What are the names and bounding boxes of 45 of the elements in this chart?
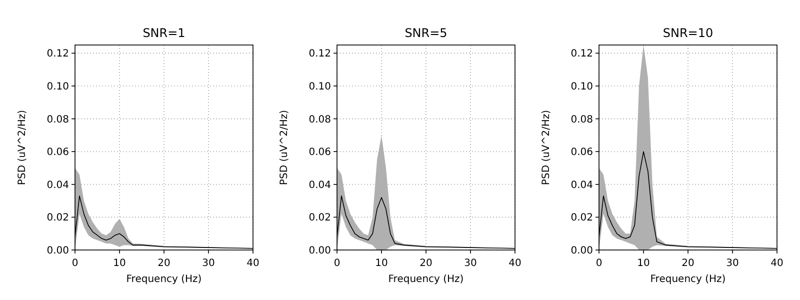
y-tick-label: 0.10 [308,82,331,92]
x-tick-label: 10 [113,258,126,269]
y-tick-label: 0.02 [308,212,331,224]
chart-title: SNR=5 [404,26,448,40]
x-tick-label: 20 [158,258,170,269]
y-tick-label: 0.04 [308,180,331,191]
y-tick-label: 0.06 [308,147,331,158]
x-tick-label: 0 [596,258,602,269]
y-tick-label: 0.02 [46,212,69,224]
y-tick-label: 0.08 [308,114,331,126]
y-tick-label: 0.12 [46,48,69,60]
y-axis-title: PSD (uV^2/Hz) [279,110,290,186]
x-tick-label: 30 [726,258,739,269]
x-tick-label: 30 [202,258,215,269]
x-tick-label: 30 [464,258,477,269]
x-tick-label: 40 [508,258,522,269]
y-tick-label: 0.02 [570,212,593,224]
y-tick-label: 0.04 [46,180,69,191]
chart-title: SNR=1 [142,26,186,40]
y-tick-label: 0.08 [46,114,69,126]
y-tick-label: 0.04 [570,180,593,191]
y-tick-label: 0.12 [570,48,593,60]
y-tick-label: 0.10 [46,82,69,92]
y-tick-label: 0.06 [46,147,69,158]
y-tick-label: 0.00 [308,246,331,256]
x-tick-label: 10 [375,258,388,269]
x-axis-title: Frequency (Hz) [388,274,464,285]
y-tick-label: 0.06 [570,147,593,158]
y-axis-title: PSD (uV^2/Hz) [17,110,28,186]
chart-title: SNR=10 [662,26,714,40]
y-tick-label: 0.08 [570,114,593,126]
y-tick-label: 0.00 [46,246,69,256]
y-tick-label: 0.12 [308,48,331,60]
x-tick-label: 20 [420,258,432,269]
x-tick-label: 0 [72,258,78,269]
y-axis-title: PSD (uV^2/Hz) [541,110,552,186]
x-tick-label: 10 [637,258,650,269]
x-axis-title: Frequency (Hz) [650,274,726,285]
x-axis-title: Frequency (Hz) [126,274,202,285]
x-tick-label: 40 [770,258,784,269]
x-tick-label: 0 [334,258,340,269]
y-tick-label: 0.10 [570,82,593,92]
y-tick-label: 0.00 [570,246,593,256]
x-tick-label: 20 [682,258,694,269]
x-tick-label: 40 [246,258,260,269]
